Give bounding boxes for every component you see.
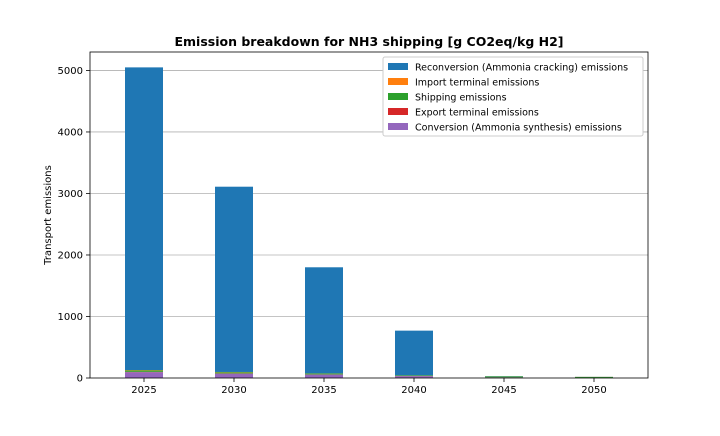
x-tick-label: 2045	[491, 385, 516, 396]
y-tick-label: 0	[77, 374, 83, 385]
x-tick-label: 2030	[221, 385, 246, 396]
bar-segment	[125, 372, 163, 378]
legend-label: Import terminal emissions	[415, 78, 539, 89]
y-tick-label: 1000	[58, 312, 83, 323]
y-axis-label: Transport emissions	[43, 165, 54, 266]
legend-swatch	[388, 93, 408, 100]
bar-segment	[125, 370, 163, 372]
bar-segment	[215, 372, 253, 373]
bar-segment	[395, 375, 433, 376]
y-tick-label: 3000	[58, 189, 83, 200]
bar-segment	[215, 374, 253, 378]
bar-segment	[305, 267, 343, 373]
legend-label: Export terminal emissions	[415, 108, 539, 119]
bar-segment	[305, 375, 343, 378]
x-tick-label: 2050	[581, 385, 606, 396]
legend-swatch	[388, 108, 408, 115]
y-tick-label: 4000	[58, 127, 83, 138]
bar-segment	[305, 374, 343, 375]
bar-segment	[125, 67, 163, 370]
legend-label: Shipping emissions	[415, 93, 507, 104]
bar-segment	[575, 377, 613, 378]
bar-segment	[395, 331, 433, 376]
chart-title: Emission breakdown for NH3 shipping [g C…	[174, 34, 563, 49]
x-tick-label: 2040	[401, 385, 426, 396]
y-tick-label: 5000	[58, 66, 83, 77]
x-tick-label: 2025	[131, 385, 156, 396]
x-tick-label: 2035	[311, 385, 336, 396]
legend-label: Conversion (Ammonia synthesis) emissions	[415, 123, 622, 134]
legend: Reconversion (Ammonia cracking) emission…	[383, 57, 643, 136]
legend-label: Reconversion (Ammonia cracking) emission…	[415, 63, 628, 74]
legend-swatch	[388, 78, 408, 85]
bar-segment	[215, 187, 253, 372]
y-tick-label: 2000	[58, 250, 83, 261]
bar-segment	[485, 376, 523, 377]
legend-swatch	[388, 123, 408, 130]
legend-swatch	[388, 63, 408, 70]
